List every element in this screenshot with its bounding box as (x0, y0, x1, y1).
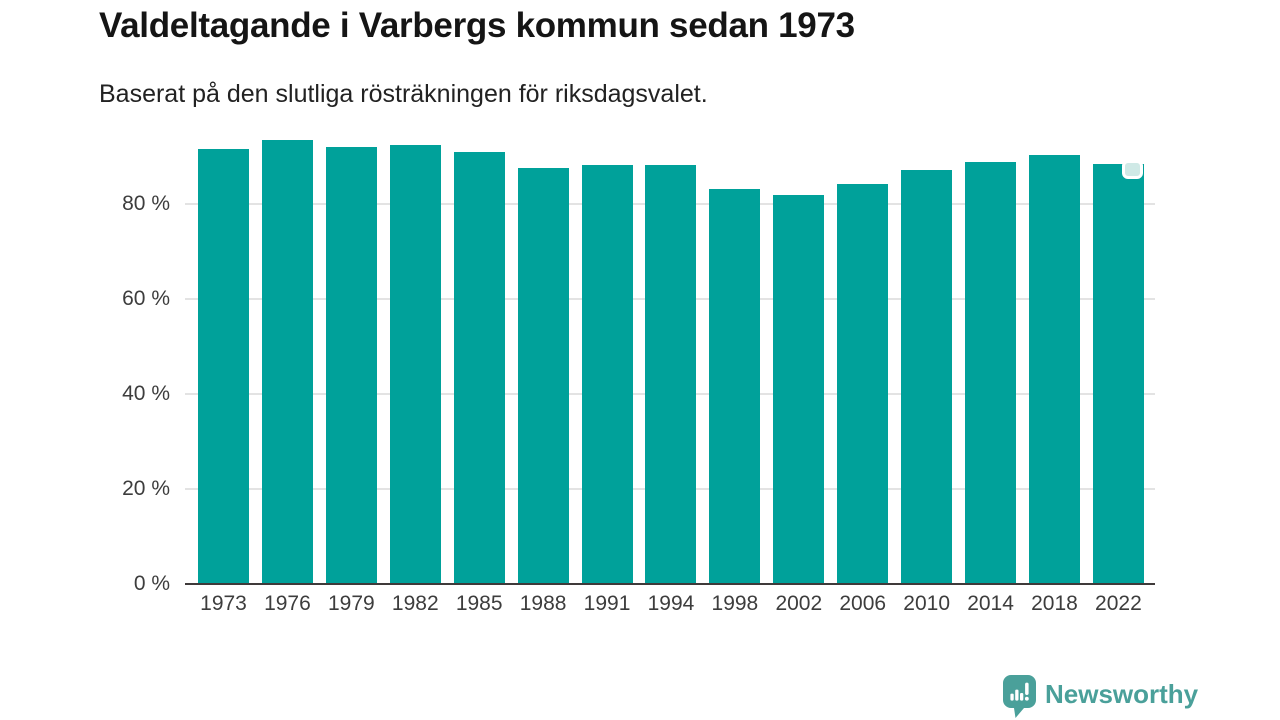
bar-1985 (453, 151, 505, 584)
bar-1979 (325, 147, 377, 584)
y-tick-label-60: 60 % (122, 287, 170, 310)
bar-2018 (1028, 154, 1080, 584)
x-axis-line (185, 583, 1155, 585)
bar-2002 (773, 194, 825, 584)
bar-1998 (709, 188, 761, 584)
x-tick-label-1988: 1988 (519, 592, 567, 615)
x-tick-label-1982: 1982 (391, 592, 439, 615)
y-tick-label-0: 0 % (133, 572, 170, 595)
chart-title: Valdeltagande i Varbergs kommun sedan 19… (99, 6, 855, 45)
y-axis-labels: 0 % 20 % 40 % 60 % 80 % (0, 109, 170, 595)
x-tick-label-1991: 1991 (583, 592, 631, 615)
bar-1988 (517, 168, 569, 584)
newsworthy-logo-text: Newsworthy (1045, 679, 1199, 709)
x-tick-label-1994: 1994 (647, 592, 695, 615)
x-tick-label-1985: 1985 (455, 592, 503, 615)
bar-1994 (645, 164, 697, 584)
bar-1973 (198, 149, 249, 584)
x-tick-label-2018: 2018 (1031, 592, 1078, 615)
bar-1991 (581, 164, 633, 584)
x-tick-label-2010: 2010 (903, 592, 950, 615)
x-tick-label-2014: 2014 (967, 592, 1014, 615)
y-tick-label-20: 20 % (122, 477, 170, 500)
x-tick-label-1998: 1998 (711, 592, 759, 615)
bar-2006 (837, 183, 889, 584)
newsworthy-logo[interactable]: Newsworthy (1002, 674, 1198, 718)
chart-subtitle: Baserat på den slutliga rösträkningen fö… (99, 80, 708, 108)
y-tick-label-80: 80 % (122, 192, 170, 215)
bar-2014 (965, 161, 1017, 584)
bar-series (185, 109, 1155, 584)
latest-bar-marker (1121, 159, 1143, 179)
x-tick-label-1979: 1979 (327, 592, 375, 615)
x-axis-labels: 1973 1976 1979 1982 1985 1988 1991 1994 1998 2002… (185, 592, 1155, 616)
x-tick-label-2022: 2022 (1095, 592, 1142, 615)
bar-1982 (389, 144, 441, 584)
x-tick-label-2006: 2006 (839, 592, 887, 615)
x-tick-label-1976: 1976 (264, 592, 311, 615)
y-tick-label-40: 40 % (122, 382, 170, 405)
bar-1976 (261, 139, 313, 584)
bar-2010 (901, 169, 953, 584)
bar-2022 (1092, 159, 1144, 584)
x-tick-label-2002: 2002 (775, 592, 823, 615)
plot-area (185, 109, 1155, 585)
x-tick-label-1973: 1973 (200, 592, 247, 615)
newsworthy-bubble-chart-icon (1003, 675, 1036, 718)
